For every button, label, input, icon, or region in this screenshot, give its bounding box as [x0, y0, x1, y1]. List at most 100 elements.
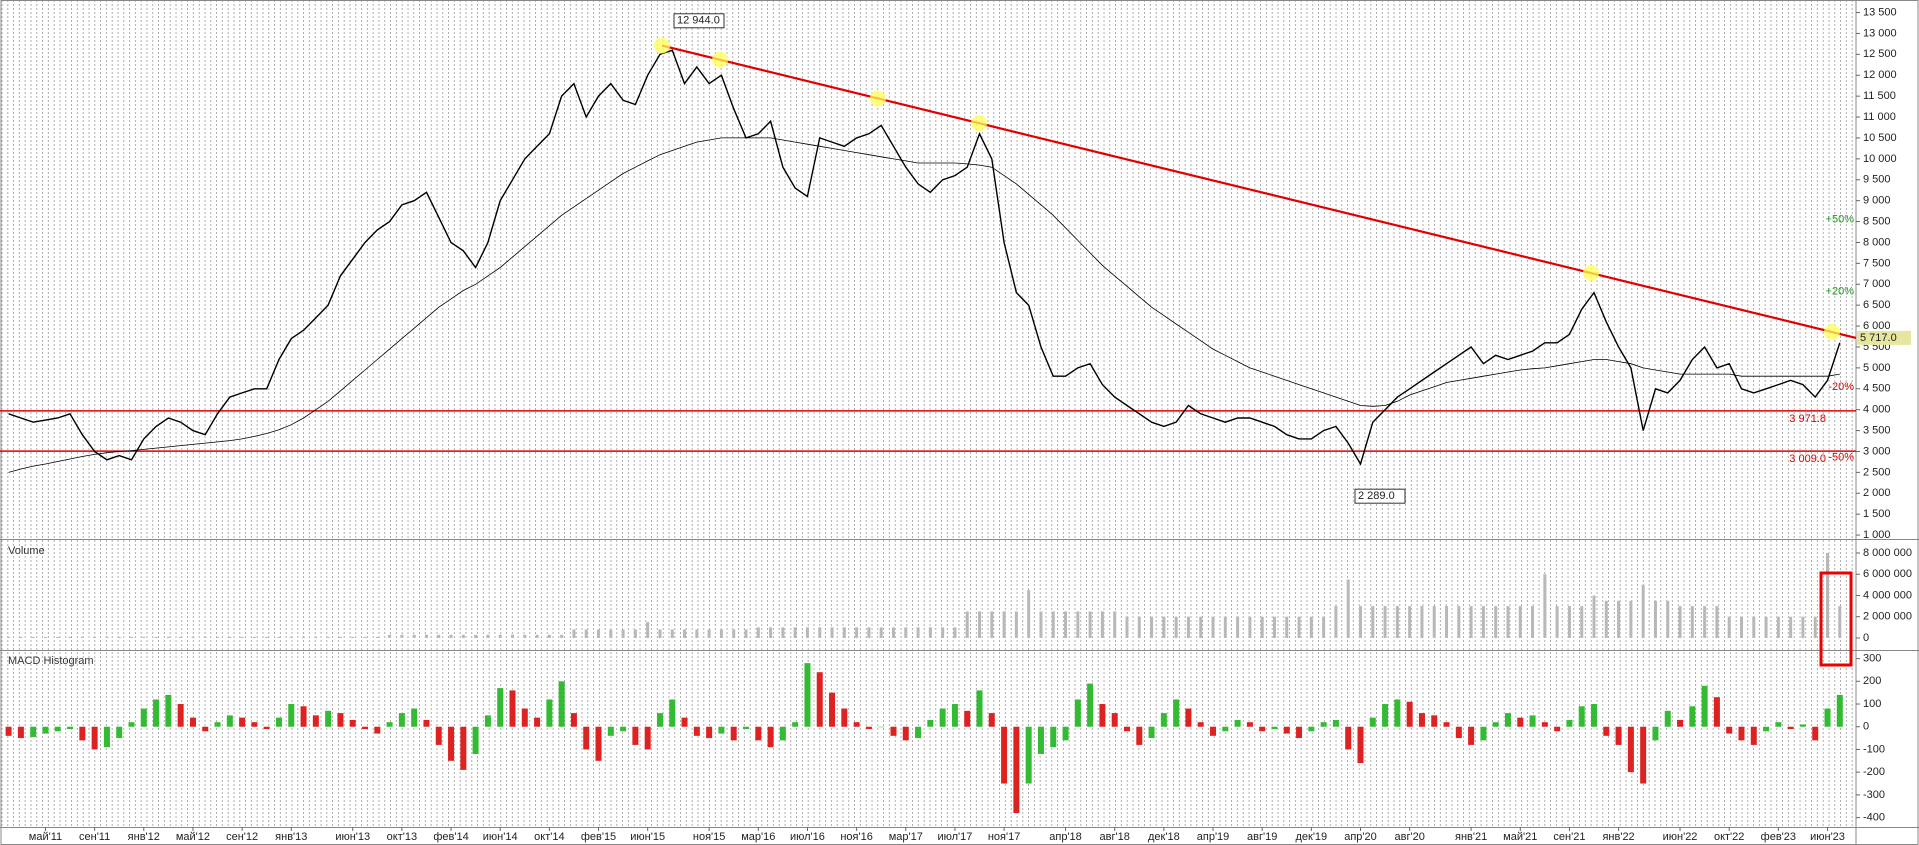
y-tick-label: -300	[1863, 789, 1885, 801]
macd-bar	[325, 710, 332, 727]
macd-bar	[1713, 697, 1720, 727]
macd-bar	[1283, 726, 1290, 734]
volume-bar	[203, 636, 207, 638]
y-tick-label: 9 000	[1863, 195, 1891, 207]
touch-marker	[1583, 265, 1599, 282]
volume-bar	[252, 636, 256, 638]
volume-bar	[43, 636, 47, 638]
x-tick-label: сен'11	[79, 831, 110, 843]
annotation-label: 12 944.0	[677, 15, 720, 27]
volume-bar	[1789, 616, 1793, 638]
volume-bar	[1678, 606, 1682, 638]
y-tick-label: 100	[1863, 698, 1881, 710]
percent-label: +50%	[1826, 213, 1855, 225]
volume-bar	[449, 634, 453, 638]
volume-bar	[1567, 606, 1571, 638]
percent-label: -20%	[1828, 381, 1854, 393]
x-tick-label: окт'13	[387, 831, 417, 843]
macd-bar	[1062, 726, 1069, 741]
touch-marker	[1824, 324, 1840, 341]
volume-bar	[191, 636, 195, 638]
y-tick-label: 10 000	[1863, 153, 1897, 165]
macd-bar	[411, 708, 418, 727]
volume-bar	[1641, 584, 1645, 638]
macd-bar	[1591, 704, 1598, 727]
volume-bar	[56, 636, 60, 638]
y-tick-label: 0	[1863, 721, 1869, 733]
macd-bar	[902, 726, 909, 741]
volume-bar	[486, 634, 490, 638]
macd-bar	[755, 726, 762, 741]
touch-marker	[870, 90, 886, 107]
volume-bar	[498, 634, 502, 638]
macd-bar	[988, 713, 995, 727]
volume-bar	[1162, 616, 1166, 638]
macd-bar	[1566, 719, 1573, 727]
macd-bar	[165, 694, 172, 727]
macd-bar	[1369, 717, 1376, 727]
volume-bar	[805, 627, 809, 638]
volume-bar	[1457, 606, 1461, 638]
y-tick-label: 12 000	[1863, 69, 1897, 81]
macd-bar	[1615, 726, 1622, 745]
macd-bar	[497, 688, 504, 727]
macd-bar	[1787, 726, 1794, 730]
volume-bar	[1371, 606, 1375, 638]
y-tick-label: 2 000 000	[1863, 611, 1912, 623]
volume-bar	[1260, 616, 1264, 638]
volume-bar	[302, 636, 306, 638]
macd-bar	[1013, 726, 1020, 814]
volume-bar	[670, 629, 674, 638]
volume-bar	[1014, 611, 1018, 638]
x-tick-label: апр'19	[1197, 831, 1230, 843]
macd-bar	[1738, 726, 1745, 741]
macd-bar	[939, 708, 946, 727]
macd-bar	[202, 726, 209, 732]
volume-bar	[1346, 579, 1350, 638]
macd-bar	[17, 726, 24, 739]
volume-bar	[1408, 606, 1412, 638]
macd-bar	[1750, 726, 1757, 745]
volume-bar	[19, 636, 23, 638]
y-tick-label: 10 500	[1863, 132, 1897, 144]
macd-bar	[54, 726, 61, 732]
volume-bar	[621, 629, 625, 638]
volume-bar	[1322, 616, 1326, 638]
macd-bar	[743, 726, 749, 730]
macd-bar	[300, 706, 307, 727]
macd-bar	[509, 690, 516, 727]
macd-bar	[951, 704, 958, 727]
volume-bar	[646, 622, 650, 638]
x-tick-label: июн'23	[1810, 831, 1845, 843]
annotation-box	[1354, 488, 1406, 504]
volume-bar	[953, 627, 957, 638]
volume-bar	[68, 636, 72, 638]
volume-bar	[1666, 600, 1670, 638]
macd-bar	[1345, 726, 1352, 750]
macd-bar	[1652, 726, 1659, 741]
macd-bar	[1763, 726, 1770, 732]
macd-bar	[865, 726, 872, 730]
macd-bar	[1037, 726, 1044, 754]
macd-bar	[1504, 713, 1511, 727]
macd-bar	[1701, 685, 1708, 727]
volume-bar	[130, 636, 133, 638]
x-tick-label: июн'14	[483, 831, 518, 843]
x-tick-label: июн'15	[630, 831, 665, 843]
volume-bar	[683, 629, 687, 638]
macd-bar	[792, 722, 799, 727]
macd-bar	[103, 726, 110, 748]
macd-bar	[460, 726, 467, 770]
volume-bar	[1727, 616, 1731, 638]
volume-bar	[105, 636, 109, 638]
volume-bar	[179, 636, 183, 638]
volume-bar	[695, 629, 699, 638]
y-tick-label: 8 000	[1863, 236, 1891, 248]
macd-bar	[472, 726, 479, 754]
macd-bar	[239, 717, 246, 727]
volume-bar	[326, 636, 330, 638]
y-tick-label: 4 500	[1863, 383, 1891, 395]
macd-bar	[804, 663, 811, 727]
y-tick-label: 2 000	[1863, 487, 1891, 499]
